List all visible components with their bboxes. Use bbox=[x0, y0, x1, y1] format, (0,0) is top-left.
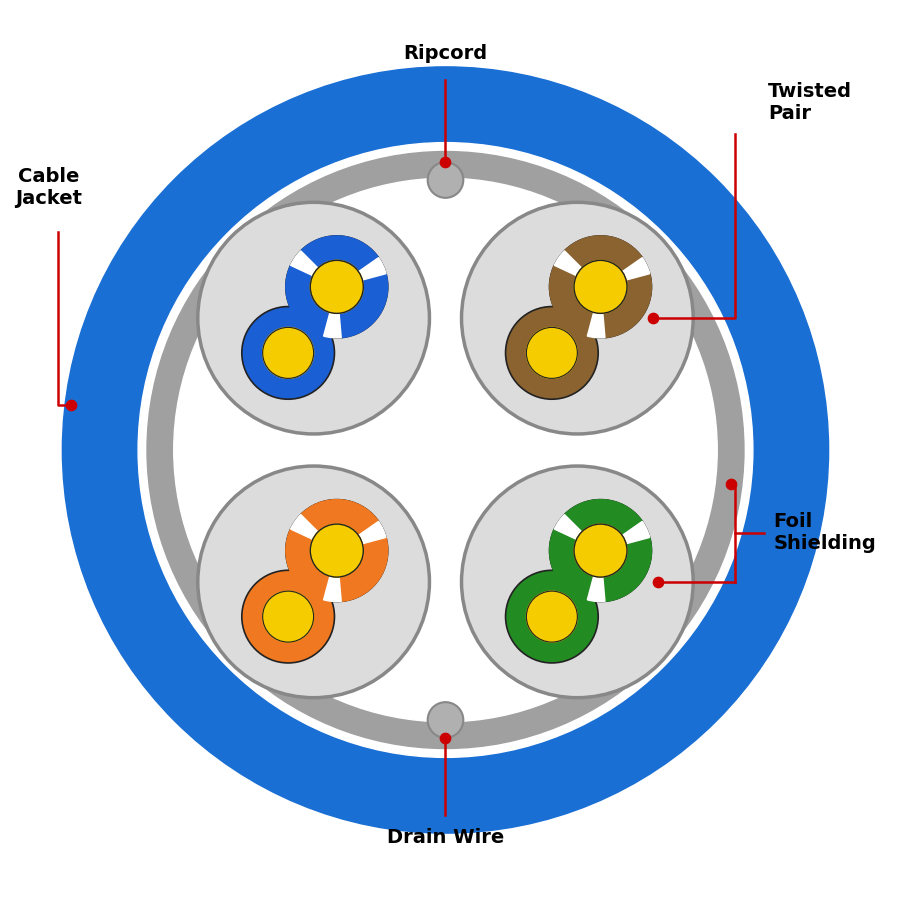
Circle shape bbox=[263, 328, 313, 378]
Text: Twisted
Pair: Twisted Pair bbox=[768, 82, 852, 123]
Wedge shape bbox=[602, 537, 652, 601]
Circle shape bbox=[526, 591, 578, 642]
Circle shape bbox=[242, 571, 335, 663]
Circle shape bbox=[242, 307, 335, 400]
Circle shape bbox=[428, 162, 464, 198]
Circle shape bbox=[263, 591, 313, 642]
Wedge shape bbox=[338, 537, 388, 601]
Circle shape bbox=[138, 142, 753, 758]
Text: Drain Wire: Drain Wire bbox=[387, 828, 504, 847]
Circle shape bbox=[526, 328, 578, 378]
Point bbox=[652, 575, 666, 590]
Point bbox=[645, 310, 660, 325]
Wedge shape bbox=[301, 500, 379, 537]
Point bbox=[64, 399, 78, 413]
Wedge shape bbox=[337, 257, 386, 287]
Circle shape bbox=[286, 500, 388, 601]
Wedge shape bbox=[286, 529, 331, 599]
Text: Ripcord: Ripcord bbox=[403, 44, 488, 63]
Text: Cable
Jacket: Cable Jacket bbox=[15, 166, 83, 208]
Point bbox=[438, 155, 453, 169]
Wedge shape bbox=[338, 274, 388, 338]
Wedge shape bbox=[600, 257, 650, 287]
Text: Foil
Shielding: Foil Shielding bbox=[773, 512, 876, 554]
Wedge shape bbox=[337, 521, 386, 551]
Wedge shape bbox=[600, 521, 650, 551]
Circle shape bbox=[310, 524, 364, 577]
Circle shape bbox=[550, 236, 652, 338]
Circle shape bbox=[147, 151, 744, 749]
Circle shape bbox=[574, 260, 627, 313]
Circle shape bbox=[62, 67, 829, 833]
Circle shape bbox=[286, 236, 388, 338]
Wedge shape bbox=[588, 551, 605, 601]
Point bbox=[438, 731, 453, 745]
Circle shape bbox=[174, 178, 717, 722]
Wedge shape bbox=[324, 287, 341, 338]
Wedge shape bbox=[564, 500, 643, 537]
Circle shape bbox=[310, 260, 364, 313]
Circle shape bbox=[428, 702, 464, 738]
Point bbox=[724, 477, 738, 491]
Circle shape bbox=[462, 466, 693, 698]
Circle shape bbox=[506, 307, 598, 400]
Wedge shape bbox=[554, 515, 600, 551]
Wedge shape bbox=[550, 529, 595, 599]
Wedge shape bbox=[602, 274, 652, 338]
Circle shape bbox=[574, 524, 627, 577]
Circle shape bbox=[198, 466, 429, 698]
Circle shape bbox=[550, 500, 652, 601]
Wedge shape bbox=[291, 515, 337, 551]
Wedge shape bbox=[324, 551, 341, 601]
Wedge shape bbox=[588, 287, 605, 338]
Wedge shape bbox=[286, 266, 331, 336]
Circle shape bbox=[506, 571, 598, 663]
Wedge shape bbox=[291, 251, 337, 287]
Wedge shape bbox=[554, 251, 600, 287]
Circle shape bbox=[462, 202, 693, 434]
Circle shape bbox=[198, 202, 429, 434]
Wedge shape bbox=[301, 236, 379, 274]
Wedge shape bbox=[550, 266, 595, 336]
Wedge shape bbox=[564, 236, 643, 274]
